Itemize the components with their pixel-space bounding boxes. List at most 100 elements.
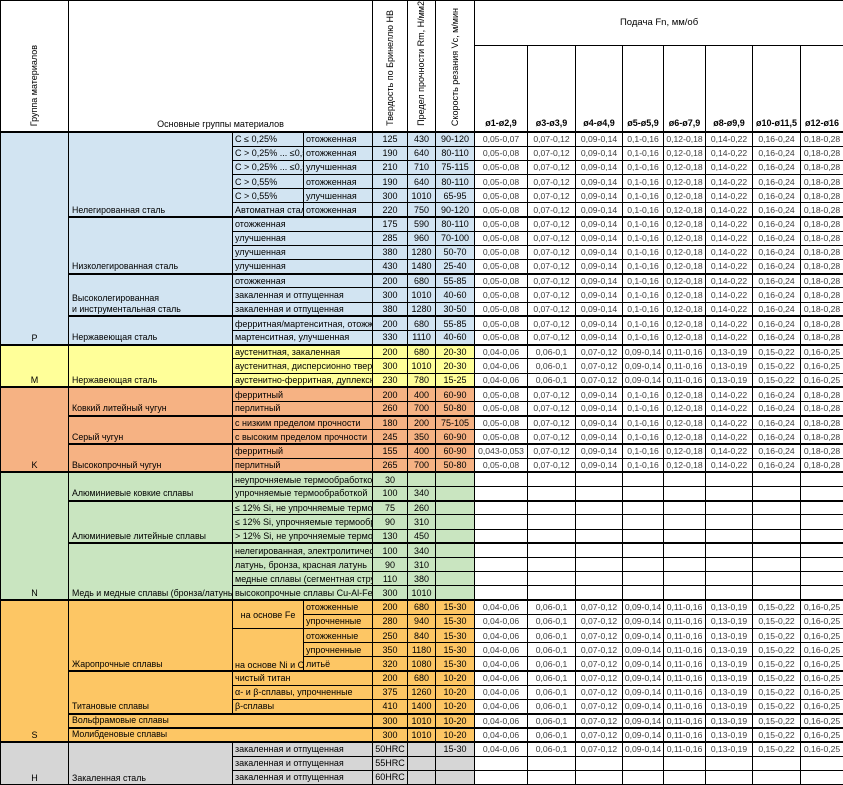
strength-cell: 680	[408, 671, 436, 685]
speed-cell: 10-20	[436, 714, 475, 728]
feed-cell	[475, 515, 528, 529]
feed-cell: 0,09-0,14	[576, 132, 623, 146]
hardness-cell: 320	[373, 657, 408, 671]
condition-cell: α- и β-сплавы, упрочненные	[233, 685, 373, 699]
block-label-cell: Серый чугун	[69, 416, 233, 444]
feed-cell: 0,11-0,16	[664, 699, 706, 713]
speed-cell: 20-30	[436, 359, 475, 373]
hardness-cell: 330	[373, 331, 408, 345]
feed-cell	[801, 515, 843, 529]
speed-cell: 50-80	[436, 401, 475, 415]
block-label-cell: Высокопрочный чугун	[69, 444, 233, 472]
feed-cell: 0,09-0,14	[576, 245, 623, 259]
feed-cell: 0,18-0,28	[801, 231, 843, 245]
feed-cell: 0,04-0,06	[475, 657, 528, 671]
feed-cell: 0,06-0,1	[528, 685, 576, 699]
strength-cell: 680	[408, 600, 436, 614]
feed-cell	[664, 529, 706, 543]
feed-cell	[801, 529, 843, 543]
feed-cell	[801, 501, 843, 515]
condition-cell: ферритный	[233, 444, 373, 458]
speed-cell: 15-30	[436, 614, 475, 628]
speed-cell: 15-25	[436, 373, 475, 387]
feed-cell: 0,1-0,16	[623, 316, 664, 330]
condition-cell: закаленная и отпущенная	[233, 756, 373, 770]
feed-cell: 0,07-0,12	[576, 728, 623, 742]
feed-cell	[664, 515, 706, 529]
condition-cell: закаленная и отпущенная	[233, 302, 373, 316]
feed-cell	[475, 770, 528, 784]
hardness-cell: 75	[373, 501, 408, 515]
feed-cell: 0,18-0,28	[801, 189, 843, 203]
feed-cell: 0,09-0,14	[576, 302, 623, 316]
group-letter-cell: P	[1, 132, 69, 345]
feed-cell: 0,18-0,28	[801, 146, 843, 160]
feed-cell: 0,18-0,28	[801, 416, 843, 430]
block-label-cell: Алюминиевые ковкие сплавы	[69, 472, 233, 500]
feed-cell: 0,1-0,16	[623, 146, 664, 160]
strength-cell: 430	[408, 132, 436, 146]
condition-cell: C ≤ 0,25%	[233, 132, 304, 146]
feed-cell: 0,09-0,14	[623, 359, 664, 373]
feed-cell	[528, 572, 576, 586]
speed-cell: 60-90	[436, 387, 475, 401]
header-diameter-cell: ø4-ø4,9	[576, 45, 623, 132]
feed-cell: 0,1-0,16	[623, 387, 664, 401]
feed-cell: 0,07-0,12	[528, 146, 576, 160]
feed-cell: 0,09-0,14	[576, 416, 623, 430]
speed-cell: 55-85	[436, 316, 475, 330]
strength-cell: 400	[408, 387, 436, 401]
feed-cell: 0,04-0,06	[475, 614, 528, 628]
feed-cell: 0,09-0,14	[576, 160, 623, 174]
feed-cell: 0,11-0,16	[664, 643, 706, 657]
block-label-cell: Нержавеющая сталь	[69, 345, 233, 388]
speed-cell: 40-60	[436, 288, 475, 302]
feed-cell	[753, 487, 801, 501]
strength-cell	[408, 770, 436, 784]
feed-cell: 0,16-0,24	[753, 203, 801, 217]
feed-cell: 0,13-0,19	[706, 742, 753, 756]
feed-cell: 0,11-0,16	[664, 657, 706, 671]
feed-cell	[801, 770, 843, 784]
feed-cell: 0,13-0,19	[706, 728, 753, 742]
block-label-cell: Ковкий литейный чугун	[69, 387, 233, 415]
feed-cell: 0,09-0,14	[576, 174, 623, 188]
feed-cell: 0,13-0,19	[706, 671, 753, 685]
condition-cell: с высоким пределом прочности	[233, 430, 373, 444]
feed-cell: 0,12-0,18	[664, 189, 706, 203]
speed-cell: 50-80	[436, 458, 475, 472]
condition-cell: упрочняемые термообработкой	[233, 487, 373, 501]
feed-cell: 0,06-0,1	[528, 359, 576, 373]
feed-cell: 0,05-0,08	[475, 331, 528, 345]
strength-cell: 1010	[408, 714, 436, 728]
feed-cell: 0,05-0,08	[475, 217, 528, 231]
feed-cell: 0,13-0,19	[706, 359, 753, 373]
feed-cell: 0,14-0,22	[706, 132, 753, 146]
feed-cell	[528, 529, 576, 543]
hardness-cell: 180	[373, 416, 408, 430]
feed-cell	[576, 543, 623, 557]
feed-cell: 0,12-0,18	[664, 160, 706, 174]
feed-cell	[623, 558, 664, 572]
strength-cell: 340	[408, 543, 436, 557]
feed-cell: 0,1-0,16	[623, 430, 664, 444]
condition-cell: с низким пределом прочности	[233, 416, 373, 430]
feed-cell	[753, 572, 801, 586]
speed-cell: 75-115	[436, 160, 475, 174]
speed-cell: 15-30	[436, 628, 475, 642]
feed-cell: 0,18-0,28	[801, 203, 843, 217]
feed-cell: 0,16-0,24	[753, 458, 801, 472]
feed-cell: 0,16-0,24	[753, 146, 801, 160]
feed-cell: 0,16-0,25	[801, 728, 843, 742]
feed-cell: 0,14-0,22	[706, 231, 753, 245]
group-letter-cell: K	[1, 387, 69, 472]
speed-cell: 30-50	[436, 302, 475, 316]
strength-cell: 680	[408, 274, 436, 288]
feed-cell: 0,07-0,12	[576, 359, 623, 373]
feed-cell: 0,12-0,18	[664, 260, 706, 274]
header-row-top: Группа материалов Основные группы матери…	[1, 1, 843, 46]
feed-cell	[623, 472, 664, 486]
